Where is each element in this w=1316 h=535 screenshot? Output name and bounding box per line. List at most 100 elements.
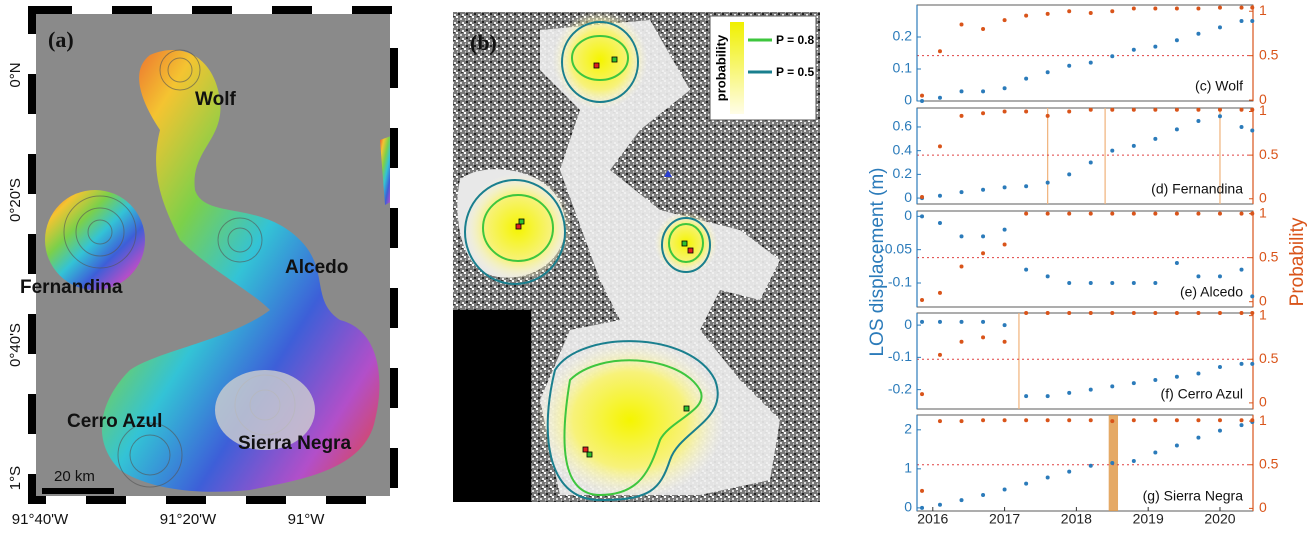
data-point: [1110, 149, 1114, 153]
data-point: [1003, 242, 1007, 246]
data-point: [1218, 311, 1222, 315]
data-point: [1132, 7, 1136, 11]
data-point: [1067, 281, 1071, 285]
data-point: [1153, 45, 1157, 49]
data-point: [1046, 311, 1050, 315]
y2-tick-label: 0: [1259, 499, 1267, 515]
data-point: [1132, 144, 1136, 148]
data-point: [1024, 109, 1028, 113]
data-point: [1024, 311, 1028, 315]
data-point: [920, 506, 924, 510]
data-point: [1132, 459, 1136, 463]
data-point: [1003, 488, 1007, 492]
no-data: [453, 310, 531, 502]
y2-tick-label: 0.5: [1259, 248, 1279, 264]
data-point: [1250, 129, 1254, 133]
x-tick-label: 2020: [1204, 511, 1235, 527]
chart-title: (f) Cerro Azul: [1161, 386, 1243, 402]
data-point: [1003, 323, 1007, 327]
data-point: [938, 194, 942, 198]
y-tick-label: 0.4: [893, 141, 913, 157]
y2-tick-label: 1: [1259, 306, 1267, 322]
data-point: [960, 114, 964, 118]
data-point: [1110, 461, 1114, 465]
data-point: [960, 234, 964, 238]
chart: 00.20.40.600.51(d) Fernandina: [893, 102, 1279, 205]
data-point: [1110, 384, 1114, 388]
data-point: [920, 320, 924, 324]
data-point: [1196, 32, 1200, 36]
data-point: [1218, 114, 1222, 118]
data-point: [981, 234, 985, 238]
chart: 00.10.200.51(c) Wolf: [893, 2, 1279, 108]
data-point: [1110, 9, 1114, 13]
y2-tick-label: 1: [1259, 2, 1267, 18]
data-point: [1175, 108, 1179, 112]
data-point: [1196, 436, 1200, 440]
data-point: [1067, 109, 1071, 113]
data-point: [1132, 281, 1136, 285]
legend-colorbar: [730, 22, 744, 114]
data-point: [1003, 340, 1007, 344]
scale-label: 20 km: [54, 468, 95, 485]
data-point: [1003, 109, 1007, 113]
legend-title: probability: [713, 34, 728, 101]
data-point: [1240, 418, 1244, 422]
y-axis-label: LOS displacement (m): [867, 167, 888, 356]
chart-title: (g) Sierra Negra: [1143, 488, 1244, 504]
data-point: [1240, 362, 1244, 366]
data-point: [1046, 394, 1050, 398]
data-point: [1003, 418, 1007, 422]
data-point: [1067, 172, 1071, 176]
data-point: [981, 335, 985, 339]
chart: 01200.5120162017201820192020(g) Sierra N…: [904, 412, 1278, 527]
y2-tick-label: 0.5: [1259, 350, 1279, 366]
data-point: [1250, 6, 1254, 10]
data-point: [938, 144, 942, 148]
data-point: [1153, 418, 1157, 422]
data-point: [1175, 375, 1179, 379]
data-point: [1218, 429, 1222, 433]
data-point: [1067, 311, 1071, 315]
y-tick-label: 0: [904, 92, 912, 108]
data-point: [1067, 418, 1071, 422]
x-tick-label: 2018: [1061, 511, 1092, 527]
data-point: [1196, 108, 1200, 112]
data-point: [960, 23, 964, 27]
data-point: [960, 498, 964, 502]
data-point: [1024, 77, 1028, 81]
data-point: [1153, 311, 1157, 315]
data-point: [1218, 365, 1222, 369]
y-tick-label: 0.2: [893, 28, 913, 44]
island-fernandina: [45, 190, 145, 290]
panel-label: (a): [48, 27, 74, 52]
data-point: [1240, 19, 1244, 23]
data-point: [1046, 418, 1050, 422]
y-tick-label: 0.2: [893, 165, 913, 181]
lon-label: 91°40'W: [12, 511, 69, 528]
lat-label: 1°S: [7, 466, 24, 490]
x-tick-label: 2017: [989, 511, 1020, 527]
data-point: [1175, 443, 1179, 447]
panel-b: (b) probability P = 0.8 P = 0.5: [453, 10, 820, 502]
data-point: [1175, 212, 1179, 216]
legend-label: P = 0.5: [776, 65, 814, 79]
place-label: Cerro Azul: [67, 411, 162, 432]
data-point: [1196, 7, 1200, 11]
probability-blob: [552, 10, 648, 110]
data-point: [981, 251, 985, 255]
data-point: [1089, 108, 1093, 112]
data-point: [1153, 378, 1157, 382]
data-point: [1196, 311, 1200, 315]
place-label: Wolf: [195, 89, 236, 110]
data-point: [1024, 212, 1028, 216]
data-point: [1067, 391, 1071, 395]
data-point: [1153, 108, 1157, 112]
data-point: [1218, 6, 1222, 10]
data-point: [1240, 268, 1244, 272]
data-point: [1153, 450, 1157, 454]
data-point: [1089, 212, 1093, 216]
y2-tick-label: 0.5: [1259, 46, 1279, 62]
data-point: [938, 503, 942, 507]
data-point: [938, 221, 942, 225]
